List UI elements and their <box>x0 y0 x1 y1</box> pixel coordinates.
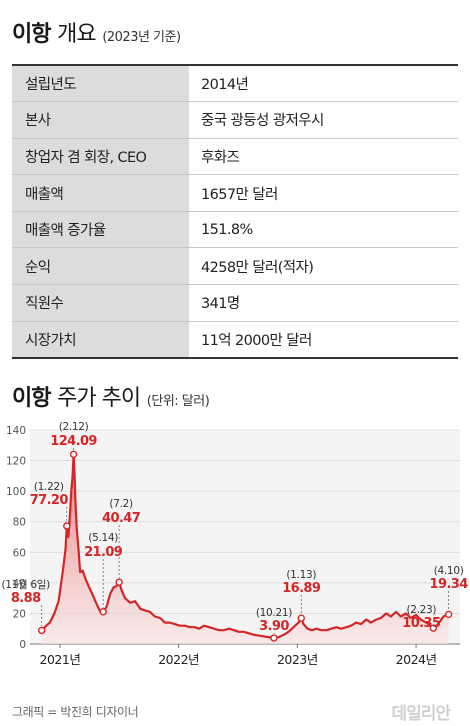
y-tick-label: 120 <box>6 456 26 468</box>
table-row: 창업자 겸 회장, CEO 후화즈 <box>12 138 458 175</box>
row-label: 본사 <box>12 101 189 139</box>
annotation-date-label: (11월 6일) <box>1 578 50 591</box>
annotation-date-label: (7.2) <box>109 498 133 510</box>
row-label: 매출액 증가율 <box>12 211 189 248</box>
table-row: 순익 4258만 달러(적자) <box>12 247 458 285</box>
annotation-marker <box>270 634 278 642</box>
annotation-value-label: 21.09 <box>84 545 123 560</box>
annotation-date-label: (2.12) <box>59 421 89 433</box>
annotation-marker <box>444 610 453 619</box>
table-row: 매출액 1657만 달러 <box>12 174 458 212</box>
chart-annotation-layer: (11월 6일)8.88 (1.22)77.20 (2.12)124.09 (5.14… <box>1 421 469 642</box>
annotation-date-label: (2.23) <box>406 604 436 616</box>
plot-background <box>30 430 460 644</box>
y-tick-label: 100 <box>6 486 26 498</box>
row-label: 직원수 <box>12 284 189 322</box>
overview-title: 이항 개요 (2023년 기준) <box>12 16 181 48</box>
chart-title-bold: 이항 <box>12 386 51 411</box>
overview-subtitle: (2023년 기준) <box>102 30 181 45</box>
row-value: 341명 <box>201 296 240 313</box>
table-row: 시장가치 11억 2000만 달러 <box>12 321 458 358</box>
row-value: 151.8% <box>201 221 253 238</box>
table-row: 매출액 증가율 151.8% <box>12 211 458 248</box>
y-tick-label: 40 <box>13 578 26 590</box>
annotation-value-label: 40.47 <box>102 511 141 526</box>
overview-title-light: 개요 <box>57 22 96 47</box>
publisher-logo: 데일리안 <box>391 704 451 724</box>
annotation-date-label: (5.14) <box>88 532 118 544</box>
row-value: 1657만 달러 <box>201 186 278 203</box>
row-value: 11억 2000만 달러 <box>201 332 312 349</box>
annotation-marker <box>63 522 71 530</box>
y-tick-label: 0 <box>19 639 26 651</box>
chart-title-light: 주가 추이 <box>57 386 141 411</box>
price-line <box>40 453 450 640</box>
x-tick-label: 2024년 <box>396 652 437 667</box>
annotation-marker <box>69 450 78 459</box>
annotation-value-label: 16.89 <box>282 581 321 596</box>
y-tick-label: 140 <box>6 425 26 437</box>
annotation-marker <box>115 578 123 586</box>
row-label: 시장가치 <box>12 321 189 358</box>
price-area <box>41 454 449 644</box>
annotation-marker <box>99 608 107 616</box>
y-tick-label: 60 <box>13 547 26 559</box>
annotation-date-label: (1.22) <box>34 481 64 493</box>
annotation-value-label: 3.90 <box>259 619 289 634</box>
table-row: 설립년도 2014년 <box>12 65 458 102</box>
row-value: 2014년 <box>201 77 249 94</box>
row-value: 중국 광둥성 광저우시 <box>201 113 324 130</box>
annotation-marker <box>429 624 438 632</box>
table-row: 직원수 341명 <box>12 284 458 322</box>
x-tick-label: 2023년 <box>277 652 318 667</box>
annotation-date-label: (1.13) <box>286 569 316 581</box>
x-tick-label: 2022년 <box>158 652 199 667</box>
annotation-date-label: (10.21) <box>256 607 292 619</box>
chart-unit-label: (단위: 달러) <box>146 394 210 409</box>
y-tick-label: 20 <box>13 608 26 620</box>
chart-area-layer <box>40 453 450 644</box>
row-value: 4258만 달러(적자) <box>201 259 314 276</box>
row-label: 창업자 겸 회장, CEO <box>12 138 189 175</box>
row-label: 매출액 <box>12 174 189 212</box>
annotation-marker <box>38 626 46 635</box>
chart-axis-layer: 0 20 40 60 80 100 120 140 2021년 2022년 2023년 2024년 <box>6 425 437 667</box>
annotation-marker <box>297 614 305 622</box>
annotation-value-label: 124.09 <box>50 434 97 449</box>
annotation-value-label: 19.34 <box>430 577 469 592</box>
annotation-value-label: 10.35 <box>402 616 441 631</box>
annotation-value-label: 77.20 <box>30 493 69 508</box>
row-label: 순익 <box>12 247 189 285</box>
annotation-value-label: 8.88 <box>11 591 41 606</box>
annotation-date-label: (4.10) <box>434 565 464 577</box>
row-label: 설립년도 <box>12 65 189 102</box>
table-row: 본사 중국 광둥성 광저우시 <box>12 101 458 139</box>
chart-grid <box>30 429 460 645</box>
row-value: 후화즈 <box>201 149 240 166</box>
graphic-credit: 그래픽 = 박진희 디자이너 <box>12 705 139 719</box>
chart-title: 이항 주가 추이 (단위: 달러) <box>12 380 210 412</box>
y-tick-label: 80 <box>13 517 26 529</box>
stock-price-chart: (11월 6일)8.88 (1.22)77.20 (2.12)124.09 (5.14… <box>1 421 469 667</box>
overview-title-bold: 이항 <box>12 22 51 47</box>
x-tick-label: 2021년 <box>40 652 81 667</box>
company-overview-table: 설립년도 2014년 본사 중국 광둥성 광저우시 창업자 겸 회장, CEO 후화즈… <box>12 64 458 359</box>
